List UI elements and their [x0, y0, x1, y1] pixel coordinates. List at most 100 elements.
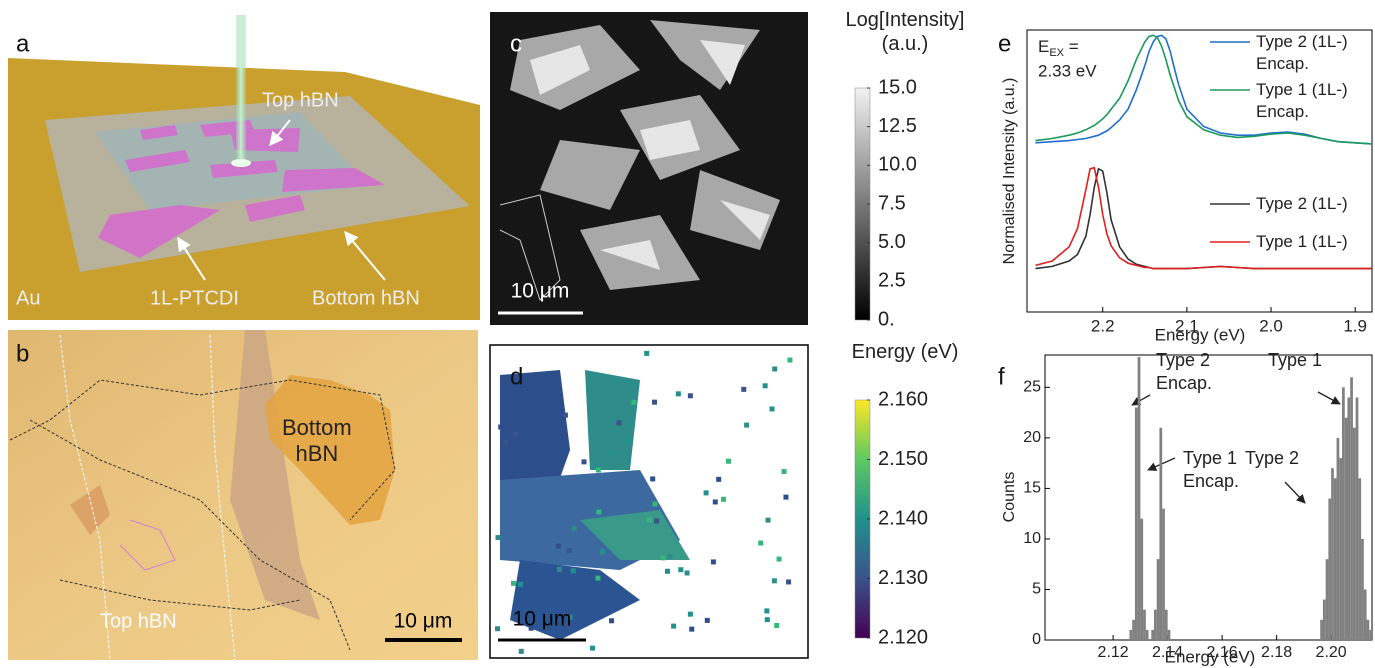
map-pixel — [654, 518, 659, 523]
histogram-bar — [1350, 377, 1353, 640]
histogram-bar — [1369, 630, 1372, 640]
colorbar-tick-label: 2.130 — [878, 567, 928, 589]
map-pixel — [513, 432, 518, 437]
annotation: Au — [16, 287, 40, 309]
map-pixel — [716, 477, 721, 482]
colorbar-title: Log[Intensity] (a.u.) — [800, 8, 1010, 56]
colorbar-tick-label: 2.160 — [878, 388, 928, 410]
map-pixel — [595, 576, 600, 581]
panel-c-map — [490, 12, 808, 325]
colorbar-tick-label: 7.5 — [878, 192, 906, 214]
y-axis-title: Normalised Intensity (a.u.) — [1001, 78, 1018, 265]
colorbar-title: Energy (eV) — [800, 340, 1010, 364]
map-pixel — [705, 618, 710, 623]
map-pixel — [758, 541, 763, 546]
map-pixel — [777, 557, 782, 562]
panel-label: d — [510, 363, 523, 390]
map-pixel — [518, 582, 523, 587]
map-pixel — [563, 413, 568, 418]
map-pixel — [726, 459, 731, 464]
histogram-bar — [1342, 387, 1345, 640]
histogram-bar — [1328, 499, 1331, 640]
colorbar-tick-label: 2.5 — [878, 270, 906, 292]
map-pixel — [676, 391, 681, 396]
map-pixel — [596, 467, 601, 472]
histogram-bar — [1326, 559, 1329, 640]
histogram-bar — [1146, 630, 1149, 640]
x-tick-label: 2.2 — [1091, 316, 1115, 335]
x-tick-label: 2.20 — [1316, 644, 1347, 661]
map-pixel — [765, 617, 770, 622]
panel-label: a — [16, 30, 30, 57]
map-pixel — [741, 387, 746, 392]
x-tick-label: 2.18 — [1261, 644, 1292, 661]
histogram-bar — [1320, 620, 1323, 640]
map-pixel — [519, 472, 524, 477]
map-pixel — [713, 499, 718, 504]
map-pixel — [650, 476, 655, 481]
histogram-bar — [1154, 610, 1157, 640]
panel-a-render — [8, 0, 480, 320]
y-tick-label: 0 — [1032, 631, 1041, 648]
histogram-bar — [1132, 620, 1135, 640]
map-pixel — [783, 495, 788, 500]
panel-label: f — [998, 363, 1005, 390]
annotation: Type 1 Encap. — [1183, 447, 1239, 493]
map-pixel — [667, 554, 672, 559]
histogram-bar — [1361, 539, 1364, 640]
y-tick-label: 10 — [1023, 530, 1041, 547]
annotation: EEX = — [1038, 37, 1079, 58]
annotation-part: EX — [1049, 47, 1064, 59]
map-pixel — [652, 501, 657, 506]
annotation: Bottom hBN — [312, 287, 420, 309]
histogram-bar — [1345, 418, 1348, 640]
map-pixel — [770, 406, 775, 411]
map-pixel — [764, 608, 769, 613]
figure-canvas: aTop hBN1L-PTCDIBottom hBNAubTop hBN10 μ… — [0, 0, 1375, 668]
map-pixel — [498, 424, 503, 429]
histogram-bar — [1339, 458, 1342, 640]
map-pixel — [626, 438, 631, 443]
map-pixel — [766, 518, 771, 523]
x-tick-label: 2.0 — [1259, 316, 1283, 335]
colorbar-tick-label: 2.120 — [878, 626, 928, 648]
series-line — [1035, 168, 1372, 269]
annotation: Type 2 — [1245, 447, 1299, 470]
map-pixel — [772, 366, 777, 371]
map-pixel — [688, 393, 693, 398]
y-tick-label: 25 — [1023, 379, 1041, 396]
map-pixel — [688, 612, 693, 617]
map-pixel — [519, 649, 524, 654]
map-pixel — [596, 509, 601, 514]
map-pixel — [600, 549, 605, 554]
histogram-bar — [1135, 408, 1138, 640]
map-pixel — [782, 469, 787, 474]
map-pixel — [609, 618, 614, 623]
colorbar-tick-label: 5.0 — [878, 231, 906, 253]
annotation: Type 2 Encap. — [1156, 349, 1212, 395]
histogram-bar — [1157, 559, 1160, 640]
map-pixel — [581, 459, 586, 464]
y-axis-title: Counts — [1001, 472, 1018, 523]
x-axis-title: Energy (eV) — [1155, 325, 1246, 344]
histogram-bar — [1334, 478, 1337, 640]
histogram-bar — [1331, 468, 1334, 640]
histogram-bar — [1356, 397, 1359, 640]
scale-bar-label: 10 μm — [513, 608, 572, 631]
map-pixel — [678, 567, 683, 572]
map-pixel — [571, 568, 576, 573]
y-tick-label: 15 — [1023, 480, 1041, 497]
legend-label: Type 2 (1L-) — [1256, 193, 1368, 215]
map-pixel — [590, 646, 595, 651]
scale-bar-label: 10 μm — [511, 280, 570, 303]
histogram-bar — [1143, 610, 1146, 640]
colorbar-tick-label: 2.140 — [878, 507, 928, 529]
map-pixel — [786, 579, 791, 584]
histogram-bar — [1168, 630, 1171, 640]
histogram-bar — [1159, 428, 1162, 640]
series-line — [1035, 169, 1372, 269]
map-pixel — [665, 569, 670, 574]
map-pixel — [772, 578, 777, 583]
map-pixel — [511, 581, 516, 586]
map-pixel — [652, 400, 657, 405]
